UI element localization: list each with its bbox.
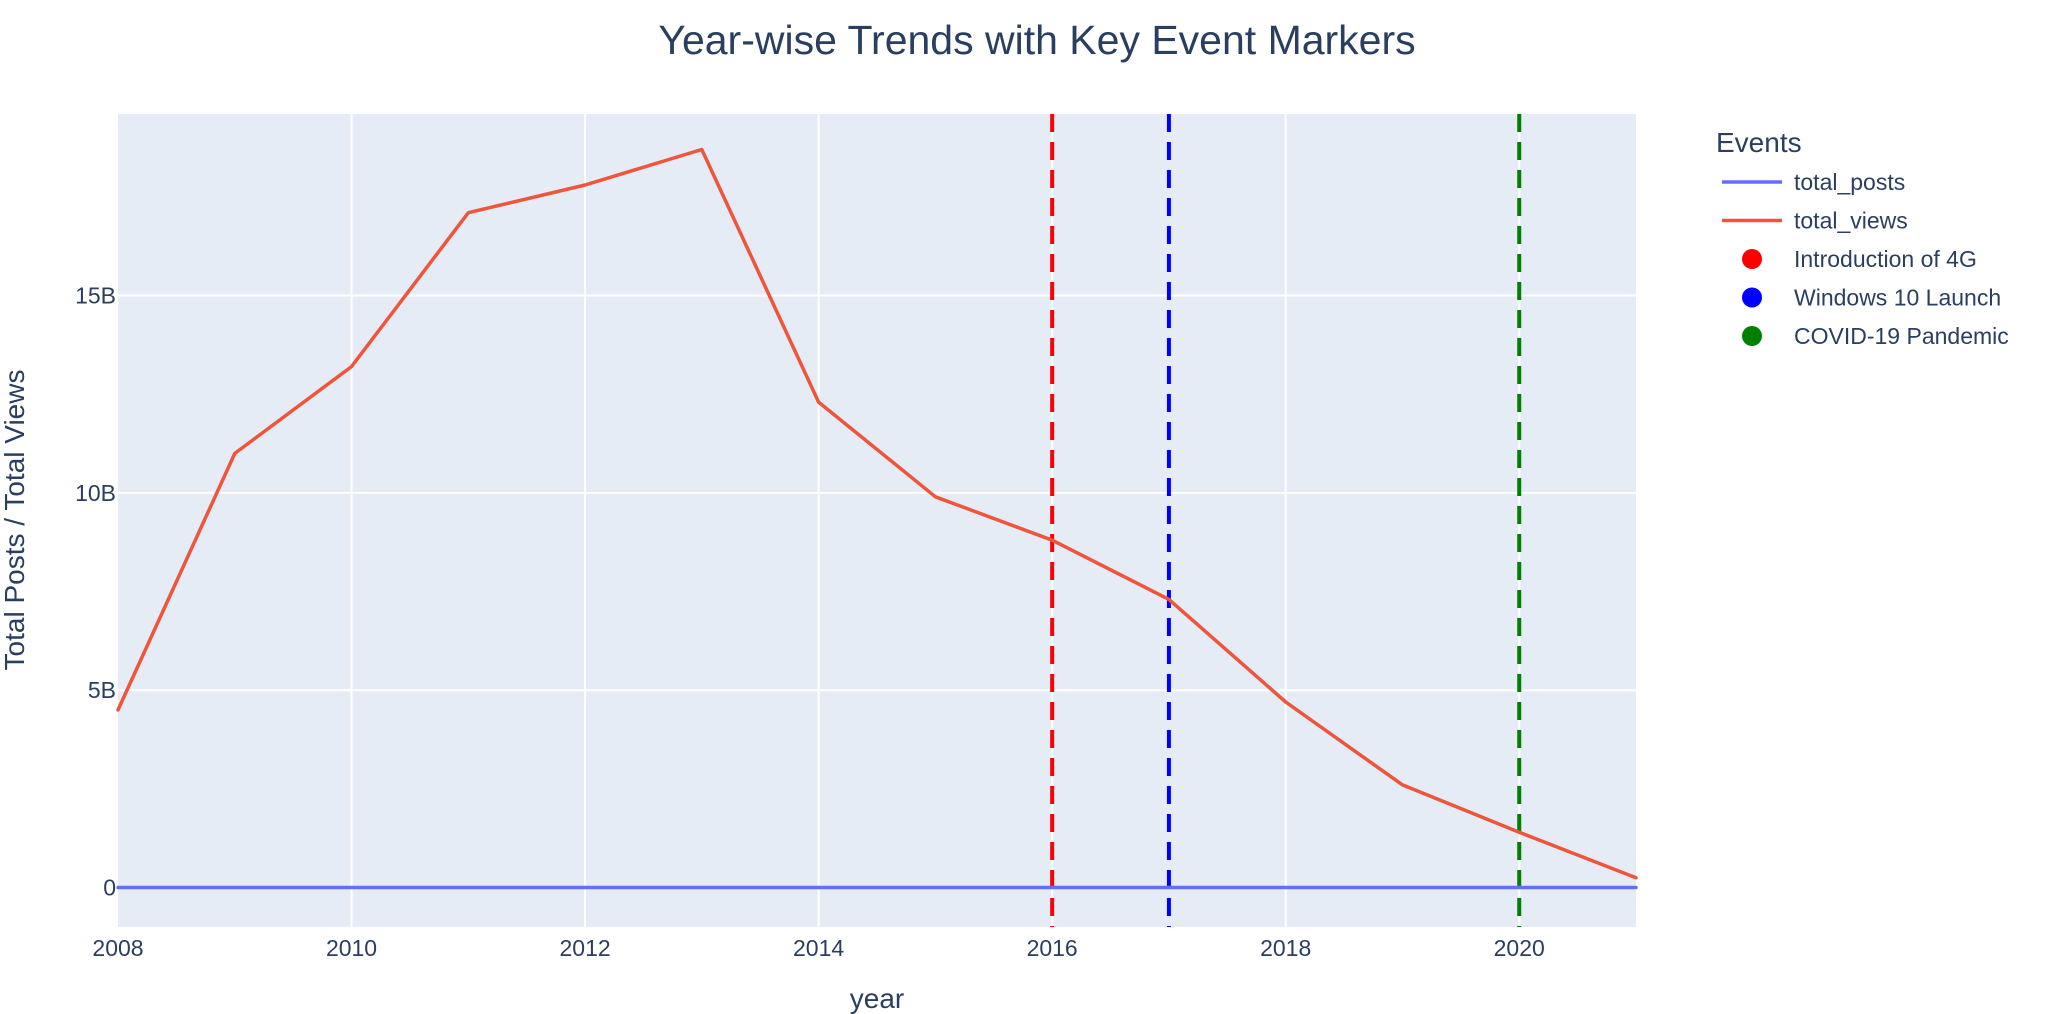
y-tick-label: 15B [75,283,116,309]
x-axis-title: year [850,983,904,1014]
legend-items: total_posts total_views Introduction of 4G… [1722,169,2009,349]
legend-label: Introduction of 4G [1794,246,1977,272]
legend-label: total_posts [1794,169,1905,195]
y-tick-label: 0 [103,875,116,901]
x-tick-label: 2016 [1027,935,1078,961]
y-axis-title: Total Posts / Total Views [0,370,30,671]
legend-swatch-dot [1742,287,1762,308]
tick-label-layer: 2008 2010 2012 2014 2016 2018 2020 0 5B 10B 15B [75,283,1545,961]
x-tick-label: 2012 [559,935,610,961]
legend-label: Windows 10 Launch [1794,285,2001,311]
y-tick-label: 5B [88,677,116,703]
plot-background [118,114,1636,927]
event-line-layer [1050,114,1522,927]
legend-label: total_views [1794,208,1908,234]
legend-swatch-dot [1742,249,1762,269]
x-tick-label: 2008 [92,935,143,961]
series-line-total-views [116,147,1638,880]
legend-title: Events [1716,127,1802,158]
legend-swatch-dot [1742,326,1762,346]
legend: Events total_posts total_views Introductio… [1716,127,2009,349]
series-layer [116,147,1638,890]
x-tick-label: 2014 [793,935,844,961]
chart-title: Year-wise Trends with Key Event Markers [658,17,1415,63]
x-tick-label: 2010 [326,935,377,961]
x-tick-label: 2020 [1494,935,1545,961]
y-tick-label: 10B [75,480,116,506]
x-tick-label: 2018 [1260,935,1311,961]
legend-label: COVID-19 Pandemic [1794,323,2009,349]
